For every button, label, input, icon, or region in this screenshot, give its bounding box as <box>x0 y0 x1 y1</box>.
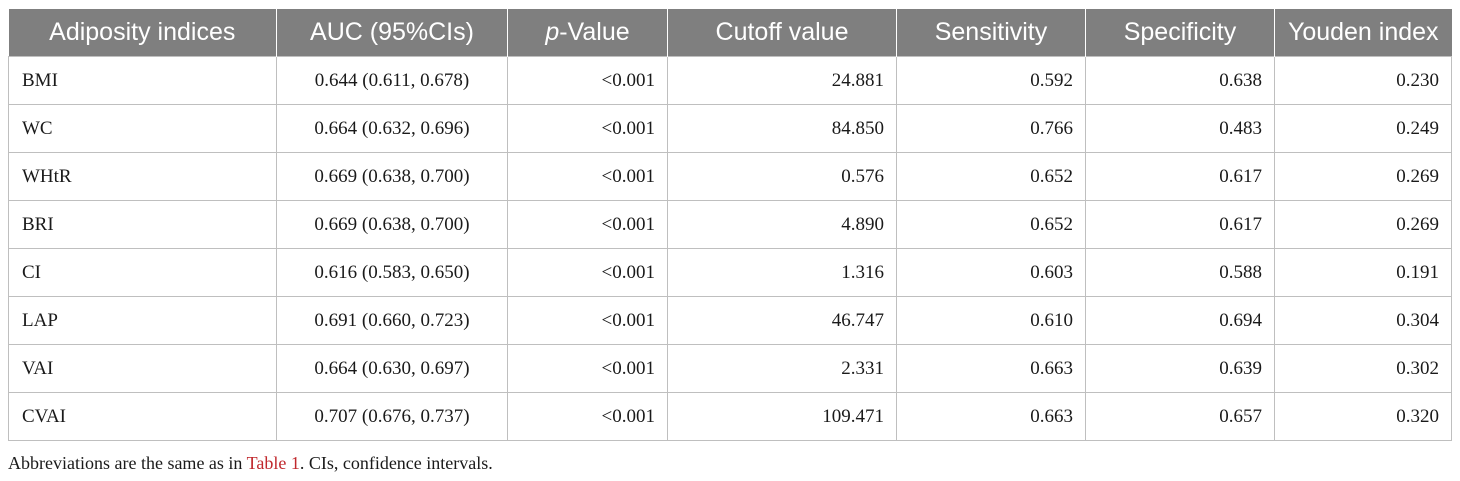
cell-cutoff: 109.471 <box>667 392 897 441</box>
cell-p-value: <0.001 <box>507 200 668 249</box>
cell-youden: 0.249 <box>1274 104 1452 153</box>
cell-cutoff: 46.747 <box>667 296 897 345</box>
cell-auc: 0.664 (0.630, 0.697) <box>276 344 508 393</box>
cell-auc: 0.669 (0.638, 0.700) <box>276 152 508 201</box>
cell-auc: 0.616 (0.583, 0.650) <box>276 248 508 297</box>
cell-sensitivity: 0.610 <box>896 296 1086 345</box>
table-row: CI 0.616 (0.583, 0.650) <0.001 1.316 0.6… <box>8 248 1452 297</box>
cell-youden: 0.304 <box>1274 296 1452 345</box>
header-adiposity-indices: Adiposity indices <box>8 9 277 57</box>
cell-specificity: 0.588 <box>1085 248 1275 297</box>
cell-youden: 0.269 <box>1274 200 1452 249</box>
cell-youden: 0.302 <box>1274 344 1452 393</box>
header-p-italic: p <box>545 18 560 46</box>
cell-p-value: <0.001 <box>507 296 668 345</box>
table-row: BMI 0.644 (0.611, 0.678) <0.001 24.881 0… <box>8 56 1452 105</box>
cell-sensitivity: 0.592 <box>896 56 1086 105</box>
cell-youden: 0.320 <box>1274 392 1452 441</box>
cell-index: WHtR <box>8 152 277 201</box>
cell-specificity: 0.638 <box>1085 56 1275 105</box>
cell-sensitivity: 0.663 <box>896 344 1086 393</box>
cell-auc: 0.664 (0.632, 0.696) <box>276 104 508 153</box>
cell-cutoff: 2.331 <box>667 344 897 393</box>
cell-index: WC <box>8 104 277 153</box>
table-1-reference-link[interactable]: Table 1 <box>246 453 300 473</box>
cell-index: CI <box>8 248 277 297</box>
cell-p-value: <0.001 <box>507 104 668 153</box>
cell-cutoff: 84.850 <box>667 104 897 153</box>
cell-youden: 0.230 <box>1274 56 1452 105</box>
cell-index: VAI <box>8 344 277 393</box>
cell-specificity: 0.639 <box>1085 344 1275 393</box>
cell-sensitivity: 0.663 <box>896 392 1086 441</box>
table-row: BRI 0.669 (0.638, 0.700) <0.001 4.890 0.… <box>8 200 1452 249</box>
cell-sensitivity: 0.652 <box>896 200 1086 249</box>
cell-index: BMI <box>8 56 277 105</box>
cell-p-value: <0.001 <box>507 392 668 441</box>
cell-specificity: 0.483 <box>1085 104 1275 153</box>
table-row: CVAI 0.707 (0.676, 0.737) <0.001 109.471… <box>8 392 1452 441</box>
cell-index: BRI <box>8 200 277 249</box>
cell-youden: 0.191 <box>1274 248 1452 297</box>
cell-specificity: 0.617 <box>1085 152 1275 201</box>
footnote-text-before: Abbreviations are the same as in <box>8 453 247 473</box>
cell-specificity: 0.617 <box>1085 200 1275 249</box>
cell-sensitivity: 0.603 <box>896 248 1086 297</box>
cell-sensitivity: 0.766 <box>896 104 1086 153</box>
table-footnote: Abbreviations are the same as in Table 1… <box>8 453 493 474</box>
cell-auc: 0.707 (0.676, 0.737) <box>276 392 508 441</box>
cell-cutoff: 4.890 <box>667 200 897 249</box>
table-row: WC 0.664 (0.632, 0.696) <0.001 84.850 0.… <box>8 104 1452 153</box>
header-p-value: p-Value <box>507 9 668 57</box>
table-container: Adiposity indices AUC (95%CIs) p-Value C… <box>8 9 1452 441</box>
header-sensitivity: Sensitivity <box>896 9 1086 57</box>
cell-p-value: <0.001 <box>507 152 668 201</box>
table-row: WHtR 0.669 (0.638, 0.700) <0.001 0.576 0… <box>8 152 1452 201</box>
cell-auc: 0.669 (0.638, 0.700) <box>276 200 508 249</box>
cell-p-value: <0.001 <box>507 344 668 393</box>
table-row: VAI 0.664 (0.630, 0.697) <0.001 2.331 0.… <box>8 344 1452 393</box>
table-row: LAP 0.691 (0.660, 0.723) <0.001 46.747 0… <box>8 296 1452 345</box>
cell-cutoff: 0.576 <box>667 152 897 201</box>
roc-results-table: Adiposity indices AUC (95%CIs) p-Value C… <box>8 9 1452 441</box>
header-row: Adiposity indices AUC (95%CIs) p-Value C… <box>8 9 1452 57</box>
cell-cutoff: 1.316 <box>667 248 897 297</box>
cell-auc: 0.644 (0.611, 0.678) <box>276 56 508 105</box>
header-specificity: Specificity <box>1085 9 1275 57</box>
cell-index: CVAI <box>8 392 277 441</box>
cell-auc: 0.691 (0.660, 0.723) <box>276 296 508 345</box>
cell-p-value: <0.001 <box>507 56 668 105</box>
header-cutoff: Cutoff value <box>667 9 897 57</box>
cell-specificity: 0.694 <box>1085 296 1275 345</box>
cell-index: LAP <box>8 296 277 345</box>
cell-specificity: 0.657 <box>1085 392 1275 441</box>
cell-sensitivity: 0.652 <box>896 152 1086 201</box>
cell-youden: 0.269 <box>1274 152 1452 201</box>
header-auc: AUC (95%CIs) <box>276 9 508 57</box>
footnote-text-after: . CIs, confidence intervals. <box>299 453 493 473</box>
header-youden: Youden index <box>1274 9 1452 57</box>
cell-cutoff: 24.881 <box>667 56 897 105</box>
header-p-rest: -Value <box>559 18 630 46</box>
cell-p-value: <0.001 <box>507 248 668 297</box>
